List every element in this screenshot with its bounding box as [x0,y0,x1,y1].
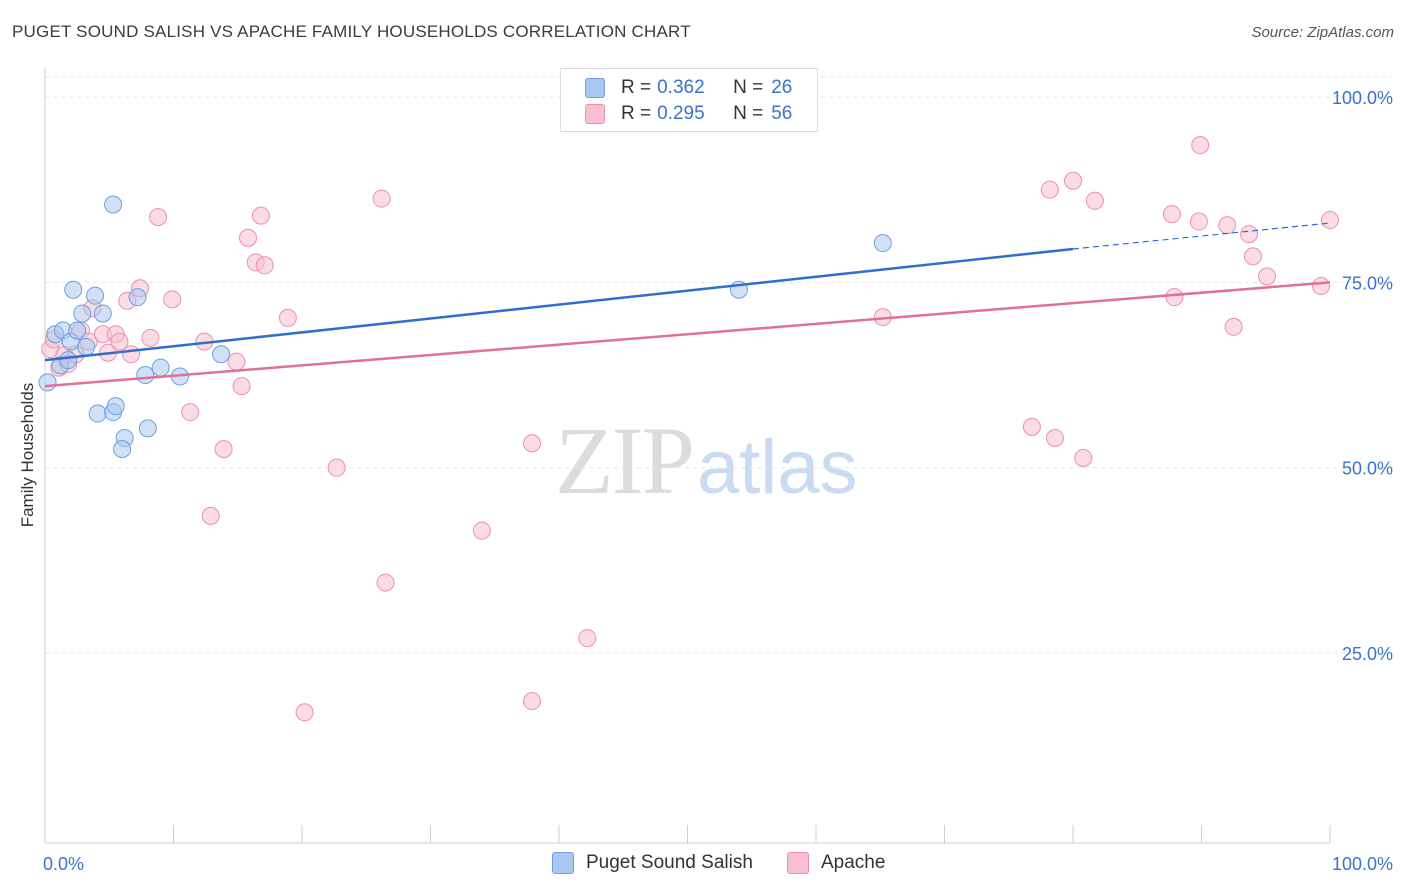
salish-point [873,234,892,253]
stats-row-salish: R = 0.362 N = 26 [585,77,793,99]
stats-swatch-apache [585,104,605,124]
stats-n-label: N = [733,77,764,98]
stats-r-value: 0.295 [657,103,705,124]
apache-point [251,206,270,225]
stats-swatch-salish [585,78,605,98]
apache-point [1224,317,1243,336]
salish-point [151,358,170,377]
apache-point [122,345,141,364]
salish-point [104,195,123,214]
apache-point [239,228,258,247]
apache-point [181,403,200,422]
legend: Puget Sound Salish Apache [0,852,1406,878]
y-tick-label: 75.0% [1342,273,1393,293]
watermark-zip: ZIP [555,407,695,514]
apache-point [1085,191,1104,210]
apache-point [1218,216,1237,235]
legend-label-apache: Apache [821,852,886,873]
apache-point [278,308,297,327]
apache-point [1064,171,1082,190]
chart-title: PUGET SOUND SALISH VS APACHE FAMILY HOUS… [12,22,691,41]
y-tick-label: 100.0% [1332,88,1393,108]
apache-point [1040,180,1059,199]
salish-point [106,397,125,416]
apache-point [201,506,220,525]
apache-point [163,290,182,309]
apache-point [1258,267,1277,286]
apache-point [295,703,314,722]
apache-point [1162,205,1181,224]
apache-point [149,208,168,227]
y-tick-label: 50.0% [1342,459,1393,479]
salish-point [136,366,155,384]
apache-point [1074,449,1093,468]
apache-point [327,458,346,477]
stats-box: R = 0.362 N = 26 R = 0.295 N = 56 [560,68,818,132]
salish-trend-line [44,247,1074,362]
apache-point [214,440,233,459]
apache-point [1321,211,1339,230]
apache-point [141,328,160,347]
salish-point [73,304,92,323]
source-label: Source: ZipAtlas.com [1251,24,1394,41]
apache-point [578,629,597,648]
apache-point [372,189,391,208]
stats-r-value: 0.362 [657,77,705,98]
salish-point [138,419,157,438]
apache-point [1243,247,1262,266]
salish-point [38,373,57,392]
stats-n-label: N = [733,103,764,124]
legend-label-salish: Puget Sound Salish [586,852,753,873]
apache-point [255,256,274,275]
salish-point [68,321,87,340]
legend-item-salish[interactable]: Puget Sound Salish [552,852,753,874]
stats-n-value: 26 [771,77,793,98]
salish-point [128,288,147,307]
x-tick-label: 0.0% [43,854,84,874]
apache-point [110,332,129,351]
legend-item-apache[interactable]: Apache [787,852,885,874]
stats-r-label: R = [621,77,652,98]
salish-trend-extension [1072,222,1331,250]
stats-r-label: R = [621,103,652,124]
salish-point [93,304,112,323]
apache-point [1240,225,1259,244]
salish-point [113,440,132,459]
apache-point [472,521,491,540]
apache-point [1191,136,1210,155]
stats-n-value: 56 [771,103,793,124]
apache-point [376,573,395,592]
salish-point [59,351,78,370]
legend-swatch-apache [787,852,809,874]
apache-trend-line [44,281,1331,388]
apache-point [232,377,251,396]
stats-row-apache: R = 0.295 N = 56 [585,103,793,125]
apache-point [227,352,246,371]
salish-point [88,404,107,423]
x-tick-label: 100.0% [1332,854,1393,874]
y-tick-label: 25.0% [1342,644,1393,664]
salish-point [212,345,231,364]
apache-point [523,692,542,711]
legend-swatch-salish [552,852,574,874]
salish-point [64,280,83,299]
apache-point [523,434,542,453]
salish-point [77,337,96,356]
apache-point [1165,288,1184,307]
apache-point [1022,417,1041,436]
apache-point [1189,212,1208,231]
apache-point [1046,429,1065,448]
salish-point [86,286,105,305]
apache-point [1312,277,1331,296]
